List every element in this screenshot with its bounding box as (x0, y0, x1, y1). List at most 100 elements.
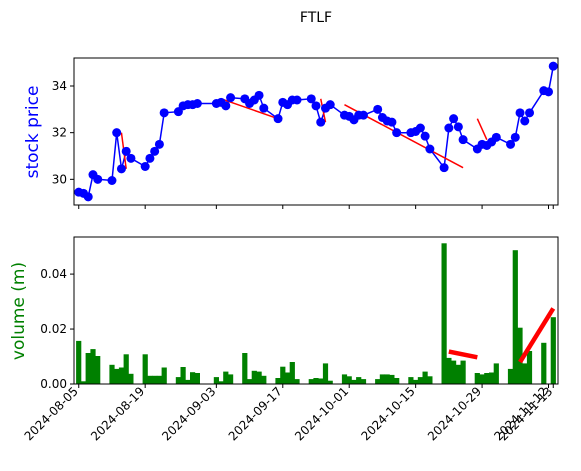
price-point (273, 114, 283, 124)
price-point (491, 132, 501, 142)
price-point (387, 117, 397, 127)
price-point (392, 128, 402, 138)
price-point (439, 163, 449, 173)
volume-bar (479, 374, 485, 384)
price-point (420, 131, 430, 141)
volume-bar (375, 379, 381, 384)
volume-bar (294, 379, 300, 384)
volume-ylabel: volume (m) (9, 262, 29, 360)
volume-bar (152, 375, 158, 384)
price-point (121, 146, 131, 156)
volume-bar (327, 380, 333, 384)
price-point (510, 132, 520, 142)
volume-bar (218, 381, 224, 384)
price-point (506, 139, 516, 149)
volume-ytick-label: 0.00 (40, 377, 67, 391)
volume-bar (114, 368, 120, 384)
volume-bar (441, 243, 447, 384)
volume-bar (76, 340, 82, 384)
price-point (107, 176, 117, 185)
volume-bar (313, 378, 319, 384)
volume-bar (489, 372, 495, 384)
price-point (159, 108, 169, 118)
volume-bar (123, 354, 129, 384)
price-point (444, 123, 454, 133)
price-point (292, 95, 302, 105)
price-point (373, 104, 383, 114)
volume-bar (228, 374, 234, 384)
price-panel: 30 32 34 stock price (23, 57, 559, 209)
volume-bar (280, 366, 286, 384)
volume-bar (408, 377, 414, 384)
chart-title: FTLF (300, 10, 332, 26)
volume-bar (251, 370, 257, 384)
volume-bar (180, 367, 186, 384)
price-point (548, 61, 558, 71)
volume-bar (379, 374, 385, 384)
volume-bar (526, 351, 533, 384)
volume-bar (242, 353, 248, 384)
volume-bar (289, 362, 295, 384)
volume-bar (175, 377, 181, 384)
volume-bar (161, 367, 167, 384)
volume-bar (194, 373, 200, 384)
volume-bar (346, 376, 352, 384)
volume-bar (142, 354, 148, 384)
price-point (325, 100, 335, 110)
volume-bar (308, 379, 314, 384)
volume-bar (384, 374, 390, 384)
volume-bar (322, 363, 329, 384)
price-ytick-label: 32 (52, 126, 67, 140)
price-ylabel: stock price (23, 86, 43, 179)
volume-bar (541, 342, 547, 384)
price-point (449, 114, 459, 124)
volume-bar (460, 360, 466, 384)
price-point (83, 192, 93, 202)
volume-bar (109, 364, 115, 384)
volume-bar (446, 357, 452, 384)
price-plot-frame (73, 57, 559, 206)
volume-bar (455, 364, 461, 384)
volume-bar (261, 375, 267, 384)
volume-bar (341, 374, 348, 384)
price-point (415, 123, 425, 133)
volume-bar (275, 378, 281, 384)
volume-bar (493, 363, 499, 384)
price-point (525, 108, 535, 118)
price-point (192, 99, 202, 108)
price-point (254, 90, 264, 100)
volume-bar (427, 376, 433, 384)
volume-bar (522, 363, 528, 384)
volume-bar (213, 377, 219, 384)
volume-bar (413, 379, 419, 384)
volume-bar (517, 327, 523, 384)
price-point (112, 128, 122, 138)
volume-bar (360, 379, 367, 384)
volume-bar (389, 374, 395, 384)
volume-ytick-label: 0.04 (40, 267, 67, 281)
volume-bar (256, 371, 262, 384)
volume-bar (318, 378, 324, 384)
price-point (358, 110, 368, 120)
volume-plot-area (74, 237, 558, 384)
price-point (311, 101, 321, 111)
volume-bar (80, 381, 87, 384)
price-ytick-label: 34 (52, 79, 67, 93)
volume-bar (85, 353, 91, 384)
volume-bar (223, 371, 229, 384)
volume-bar (185, 379, 191, 384)
volume-plot-frame (73, 236, 559, 385)
price-point (544, 87, 554, 97)
volume-bar (247, 379, 253, 384)
volume-trend-segment (518, 307, 556, 364)
volume-bar (190, 372, 196, 384)
price-point (145, 153, 155, 163)
price-point (221, 101, 231, 111)
volume-bar (474, 373, 480, 384)
price-point (226, 93, 236, 103)
volume-bar (507, 368, 514, 384)
volume-bar (351, 379, 357, 384)
price-trend-segment (476, 118, 488, 140)
volume-bar (118, 367, 125, 384)
